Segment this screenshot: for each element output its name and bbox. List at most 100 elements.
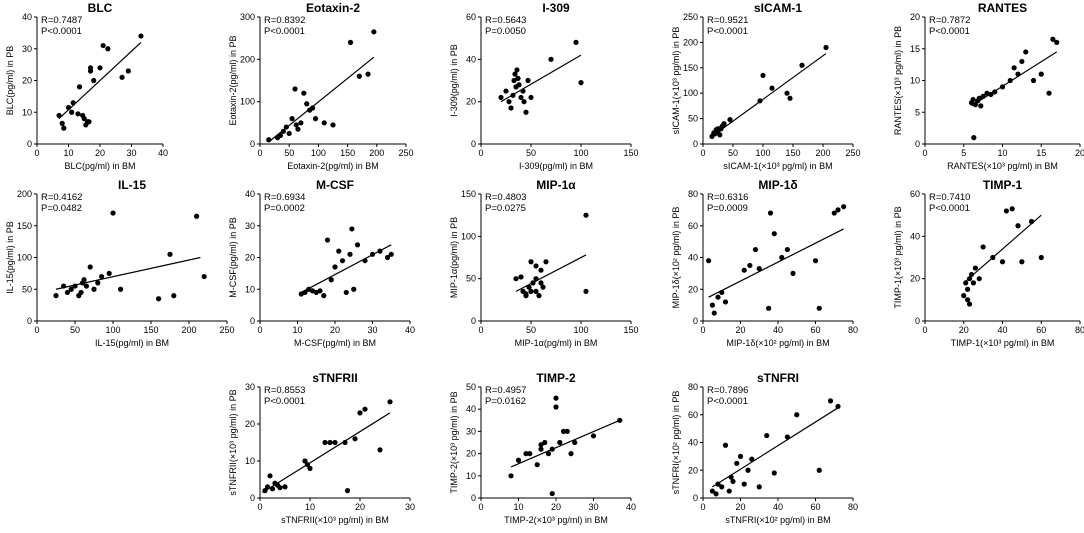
il-15-data-point <box>72 283 78 289</box>
m-csf-x-tick-label: 20 <box>330 325 340 335</box>
stnfrii-data-point <box>344 488 351 494</box>
stnfrii-title: sTNFRII <box>312 371 357 385</box>
m-csf-data-point <box>339 258 346 264</box>
timp-2-data-point <box>515 457 522 463</box>
mip-1-title: MIP-1α <box>536 178 576 192</box>
il-15-x-tick-label: 100 <box>105 325 120 335</box>
mip-1-x-label: MIP-1δ(×10² pg/ml) in BM <box>726 338 829 348</box>
stnfrii-r-value: R=0.8553 <box>264 385 305 396</box>
m-csf-data-point <box>302 289 308 296</box>
timp-2-data-point <box>545 451 552 457</box>
sicam-1-x-tick-label: 100 <box>755 148 770 158</box>
timp-1-data-point <box>1015 223 1021 229</box>
m-csf-data-point <box>317 288 323 294</box>
m-csf-regression-line <box>300 244 392 293</box>
il-15-data-point <box>87 264 93 270</box>
timp-1-x-tick-label: 20 <box>959 325 969 335</box>
mip-1-data-point <box>543 259 549 265</box>
timp-2-y-tick-label: 40 <box>466 404 476 414</box>
mip-1-data-point <box>706 258 712 264</box>
mip-1-x-tick-label: 100 <box>573 325 588 335</box>
stnfri-x-tick-label: 40 <box>773 502 783 512</box>
stnfri-x-tick-label: 0 <box>700 502 705 512</box>
mip-1-regression-line <box>515 254 587 292</box>
mip-1-x-tick-label: 150 <box>623 325 638 335</box>
eotaxin-2-y-tick-label: 300 <box>240 12 255 22</box>
stnfri-data-point <box>827 398 834 404</box>
stnfri-data-point <box>835 403 841 410</box>
timp-1-data-point <box>1019 259 1025 265</box>
stnfri-y-tick-label: 80 <box>688 382 698 392</box>
m-csf-data-point <box>349 226 355 232</box>
timp-1-data-point <box>990 254 996 261</box>
stnfri-data-point <box>784 434 790 440</box>
rantes-y-label: RANTES(×10³ pg/ml) in PB <box>893 26 903 135</box>
stnfri-data-point <box>709 488 715 494</box>
stnfri-p-value: P<0.0001 <box>707 396 748 407</box>
il-15-x-tick-label: 0 <box>34 325 39 335</box>
m-csf-x-tick-label: 10 <box>292 325 302 335</box>
stnfrii-data-point <box>387 399 393 405</box>
m-csf-x-tick-label: 40 <box>405 325 415 335</box>
rantes-data-point <box>1050 36 1056 42</box>
timp-2-r-value: R=0.4957 <box>485 385 526 396</box>
il-15-data-point <box>64 289 70 296</box>
mip-1-x-tick-label: 60 <box>810 325 820 335</box>
il-15-data-point <box>110 210 116 216</box>
timp-2-data-point <box>534 462 540 468</box>
mip-1-p-value: P=0.0275 <box>485 203 526 214</box>
blc-p-value: P<0.0001 <box>41 26 82 37</box>
timp-2-y-tick-label: 10 <box>466 471 476 481</box>
rantes-y-tick-label: 5 <box>915 107 920 117</box>
stnfrii-data-point <box>302 458 308 464</box>
eotaxin-2-y-tick-label: 200 <box>240 54 255 64</box>
timp-1-y-label: TIMP-1(×10³ pg/ml) in PB <box>893 206 903 308</box>
timp-2-data-point <box>553 404 559 410</box>
eotaxin-2-data-point <box>304 101 310 107</box>
timp-1-data-point <box>961 293 967 299</box>
i-309-data-point <box>498 94 504 101</box>
i-309-data-point <box>525 77 531 84</box>
m-csf-y-tick-label: 0 <box>250 316 255 326</box>
timp-1-data-point <box>980 244 986 250</box>
il-15-data-point <box>201 273 207 280</box>
rantes-data-point <box>970 96 976 103</box>
timp-1-x-tick-label: 0 <box>922 325 927 335</box>
mip-1-y-tick-label: 40 <box>688 253 698 263</box>
eotaxin-2-data-point <box>280 128 286 134</box>
timp-2-data-point <box>553 395 559 401</box>
i-309-data-point <box>518 94 524 101</box>
eotaxin-2-data-point <box>309 105 316 111</box>
blc-y-tick-label: 40 <box>22 12 32 22</box>
eotaxin-2-data-point <box>298 120 304 126</box>
timp-1-y-tick-label: 40 <box>910 231 920 241</box>
mip-1-data-point <box>533 288 539 294</box>
timp-2-data-point <box>549 446 555 452</box>
timp-2-data-point <box>542 439 548 446</box>
stnfrii-data-point <box>332 439 338 446</box>
stnfrii-data-point <box>304 462 311 468</box>
timp-2-data-point <box>617 417 623 423</box>
il-15-regression-line <box>55 256 201 290</box>
rantes-data-point <box>1046 90 1052 96</box>
timp-2-x-tick-label: 30 <box>588 502 598 512</box>
mip-1-title: MIP-1δ <box>758 178 797 192</box>
m-csf-data-point <box>343 289 349 296</box>
eotaxin-2-data-point <box>293 122 299 128</box>
timp-1-data-point <box>966 276 973 282</box>
il-15-y-tick-label: 150 <box>17 221 32 231</box>
i-309-data-point <box>573 39 579 46</box>
mip-1-data-point <box>530 280 536 286</box>
timp-1-x-label: TIMP-1(×10³ pg/ml) in BM <box>951 338 1055 348</box>
mip-1-data-point <box>812 258 819 264</box>
i-309-data-point <box>510 92 516 98</box>
m-csf-r-value: R=0.6934 <box>264 192 305 203</box>
timp-2-data-point <box>560 428 567 434</box>
mip-1-data-point <box>722 299 729 305</box>
mip-1-data-point <box>538 280 544 286</box>
il-15-y-tick-label: 200 <box>17 189 32 199</box>
stnfri-data-point <box>730 478 736 484</box>
mip-1-data-point <box>533 263 539 269</box>
timp-2-data-point <box>557 439 563 446</box>
